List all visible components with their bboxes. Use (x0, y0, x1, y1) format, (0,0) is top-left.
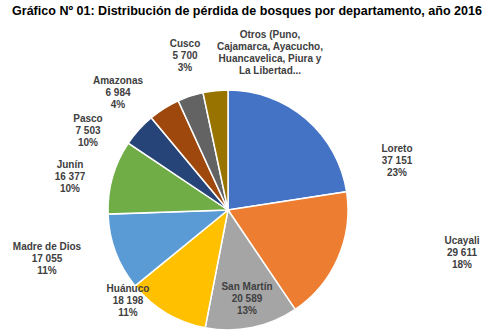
category-label-line: Amazonas (93, 75, 143, 86)
category-label-line: Huánuco (107, 283, 150, 294)
category-label-line: Cusco (170, 38, 201, 49)
category-label: Otros (Puno,Cajamarca, Ayacucho,Huancave… (217, 29, 323, 76)
category-label-line: Ucayali (444, 235, 479, 246)
chart: Gráfico Nº 01: Distribución de pérdida d… (0, 0, 500, 333)
percent-label: 23% (387, 167, 407, 178)
value-label: 5 700 (172, 50, 197, 61)
category-label: San Martín (221, 281, 272, 292)
value-label: 37 151 (382, 155, 413, 166)
percent-label: 4% (111, 99, 126, 110)
category-label-line: Pasco (73, 113, 102, 124)
category-label: Junín (57, 159, 84, 170)
category-label: Loreto (381, 143, 412, 154)
value-label: 29 611 (447, 247, 477, 258)
slice (203, 90, 228, 210)
title: Gráfico Nº 01: Distribución de pérdida d… (12, 4, 482, 18)
value-label: 20 589 (232, 293, 263, 304)
data-labels: Loreto37 15123% Ucayali29 61118% San Martí… (13, 29, 480, 318)
category-label: Huánuco (107, 283, 150, 294)
slice (228, 90, 347, 210)
category-label-line: Madre de Dios (13, 241, 82, 252)
percent-label: 11% (118, 307, 138, 318)
category-label: Amazonas (93, 75, 143, 86)
value-label: 6 984 (105, 87, 130, 98)
slices (108, 90, 348, 330)
value-label: 7 503 (75, 125, 100, 136)
percent-label: 18% (452, 259, 472, 270)
category-label: Cusco (170, 38, 201, 49)
category-label: Pasco (73, 113, 102, 124)
category-label: Ucayali (444, 235, 479, 246)
category-label-line: San Martín (221, 281, 272, 292)
category-label-line: Junín (57, 159, 84, 170)
category-label: Madre de Dios (13, 241, 82, 252)
category-label-line: Cajamarca, Ayacucho, (217, 41, 323, 52)
percent-label: 3% (178, 62, 193, 73)
percent-label: 10% (78, 137, 98, 148)
category-label-line: La Libertad... (239, 65, 301, 76)
percent-label: 10% (60, 183, 80, 194)
slice (108, 210, 228, 286)
category-label-line: Huancavelica, Piura y (219, 53, 322, 64)
category-label-line: Loreto (381, 143, 412, 154)
value-label: 16 377 (55, 171, 86, 182)
percent-label: 11% (37, 265, 57, 276)
percent-label: 13% (237, 305, 257, 316)
value-label: 18 198 (113, 295, 144, 306)
category-label-line: Otros (Puno, (240, 29, 301, 40)
value-label: 17 055 (32, 253, 63, 264)
